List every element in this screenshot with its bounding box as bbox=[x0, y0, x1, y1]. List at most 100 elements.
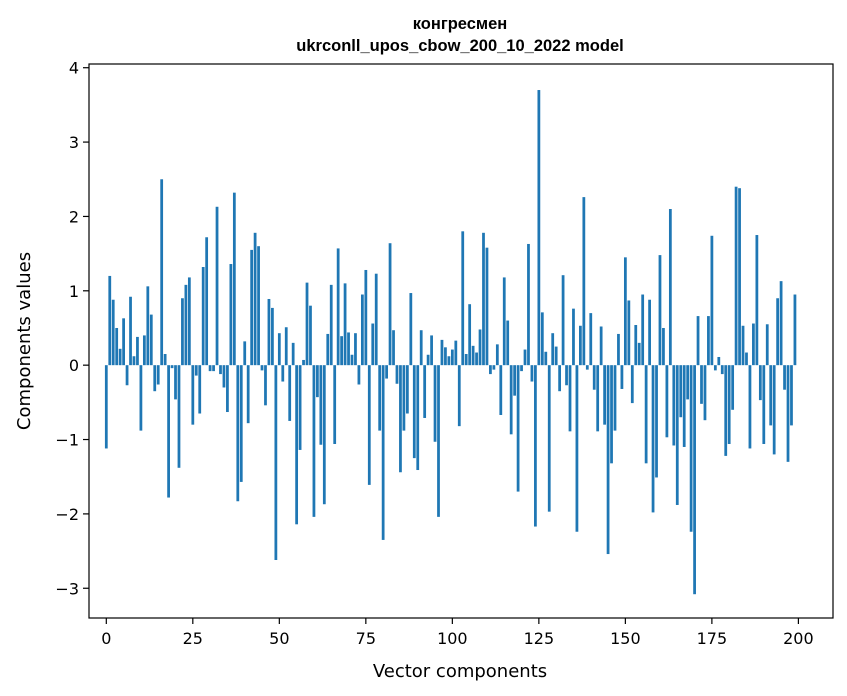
bar bbox=[295, 365, 299, 525]
bar bbox=[284, 327, 288, 366]
bar bbox=[734, 186, 738, 366]
bar bbox=[111, 299, 115, 366]
x-tick-label: 50 bbox=[269, 629, 289, 648]
bar bbox=[579, 325, 582, 366]
bar bbox=[187, 277, 191, 366]
bar bbox=[651, 365, 655, 513]
bar bbox=[163, 354, 167, 366]
bar bbox=[430, 335, 433, 366]
bar bbox=[447, 356, 451, 366]
bar bbox=[527, 243, 530, 366]
bar bbox=[464, 354, 468, 366]
bar bbox=[336, 248, 340, 366]
bar bbox=[333, 365, 337, 444]
bar bbox=[648, 299, 651, 366]
bar bbox=[142, 335, 146, 366]
bar bbox=[547, 365, 551, 512]
bar bbox=[523, 349, 527, 366]
bar bbox=[617, 333, 620, 366]
bar bbox=[786, 365, 790, 462]
x-axis-label: Vector components bbox=[373, 661, 547, 682]
bar bbox=[153, 365, 157, 392]
bar bbox=[610, 365, 613, 464]
bar bbox=[246, 365, 250, 424]
bar bbox=[378, 365, 382, 431]
bar bbox=[679, 365, 683, 418]
bar bbox=[461, 231, 465, 366]
bar bbox=[713, 365, 717, 371]
bar bbox=[302, 359, 305, 366]
bar bbox=[360, 294, 364, 366]
bar bbox=[423, 365, 427, 418]
bar bbox=[675, 365, 679, 505]
bar bbox=[343, 283, 347, 366]
y-tick-label: −1 bbox=[55, 431, 79, 450]
bar bbox=[762, 365, 766, 444]
bar bbox=[129, 296, 132, 366]
bar bbox=[551, 333, 555, 366]
y-axis-label: Components values bbox=[14, 252, 35, 430]
x-tick-label: 200 bbox=[783, 629, 814, 648]
bar bbox=[720, 365, 724, 375]
bar bbox=[229, 264, 233, 366]
bar bbox=[554, 346, 558, 366]
bar bbox=[710, 235, 714, 366]
bar bbox=[149, 314, 153, 366]
bar bbox=[444, 347, 447, 366]
bar bbox=[793, 294, 797, 366]
bar bbox=[191, 365, 195, 425]
bar bbox=[752, 323, 755, 366]
bar bbox=[662, 327, 665, 366]
bar bbox=[305, 282, 309, 366]
bar bbox=[347, 332, 350, 366]
bar bbox=[620, 365, 624, 389]
bar bbox=[371, 323, 375, 366]
bar bbox=[395, 365, 399, 384]
bar bbox=[696, 316, 700, 366]
bar bbox=[561, 275, 565, 366]
bar bbox=[184, 284, 188, 366]
bar bbox=[672, 365, 676, 446]
bar bbox=[374, 273, 378, 366]
bar bbox=[489, 365, 492, 375]
bar bbox=[222, 365, 226, 388]
bar bbox=[350, 354, 354, 366]
bar bbox=[779, 281, 783, 366]
bar bbox=[776, 298, 780, 366]
bar-series bbox=[104, 90, 797, 595]
bar bbox=[236, 365, 240, 502]
bar bbox=[316, 365, 319, 398]
bar bbox=[495, 344, 499, 366]
x-axis-ticks: 0 25 50 75 100 125 150 175 200 bbox=[101, 618, 814, 648]
bar bbox=[437, 365, 440, 517]
bar bbox=[426, 354, 430, 366]
bar bbox=[572, 308, 575, 366]
bar bbox=[329, 284, 333, 366]
bar bbox=[450, 349, 454, 366]
x-tick-label: 75 bbox=[356, 629, 376, 648]
bar bbox=[419, 330, 423, 366]
bar bbox=[288, 365, 292, 421]
bar bbox=[232, 192, 236, 366]
bar bbox=[212, 365, 215, 372]
bar bbox=[312, 365, 316, 517]
bar bbox=[433, 365, 437, 442]
bar bbox=[264, 365, 267, 406]
y-tick-label: 1 bbox=[69, 282, 79, 301]
bar bbox=[655, 365, 658, 478]
bar bbox=[634, 325, 638, 366]
bar bbox=[208, 365, 212, 372]
bar bbox=[758, 365, 762, 401]
bar bbox=[540, 312, 544, 366]
bar bbox=[281, 365, 285, 382]
bar bbox=[568, 365, 572, 432]
bar bbox=[381, 365, 385, 540]
bar bbox=[707, 316, 710, 366]
bar bbox=[468, 304, 472, 366]
bar bbox=[115, 327, 119, 366]
bar bbox=[682, 365, 686, 447]
bar bbox=[136, 336, 139, 366]
bar bbox=[405, 365, 409, 414]
bar bbox=[599, 326, 603, 366]
